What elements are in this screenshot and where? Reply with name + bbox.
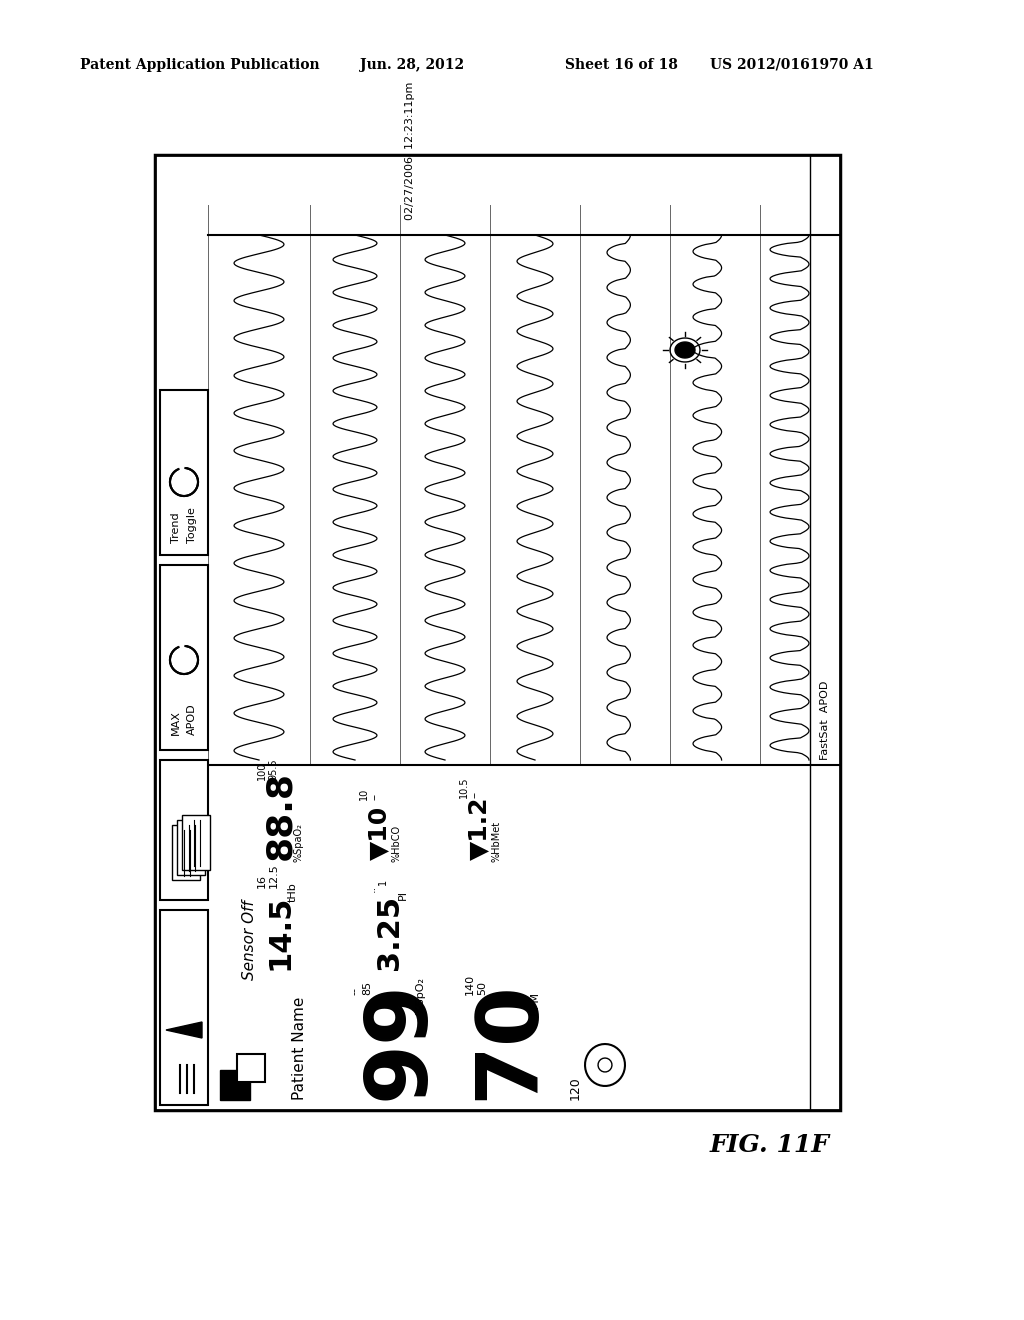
Text: Sensor Off: Sensor Off xyxy=(243,900,257,979)
Text: 10.5: 10.5 xyxy=(459,776,469,799)
Text: 50: 50 xyxy=(477,981,487,995)
Text: FastSat  APOD: FastSat APOD xyxy=(820,681,830,760)
Polygon shape xyxy=(160,389,208,554)
Polygon shape xyxy=(160,909,208,1105)
Text: ▼1.2: ▼1.2 xyxy=(468,796,492,861)
Text: 14.5: 14.5 xyxy=(265,895,295,970)
Text: 100: 100 xyxy=(257,762,267,780)
Text: Patient Name: Patient Name xyxy=(293,997,307,1100)
Text: %SpO₂: %SpO₂ xyxy=(415,977,425,1015)
Text: 120: 120 xyxy=(568,1076,582,1100)
Text: Toggle: Toggle xyxy=(187,507,197,543)
Polygon shape xyxy=(585,1044,625,1086)
Text: 99: 99 xyxy=(358,979,441,1100)
Text: PI: PI xyxy=(398,890,408,900)
Polygon shape xyxy=(237,1053,265,1082)
Text: 88.8: 88.8 xyxy=(263,771,297,861)
Text: --: -- xyxy=(350,987,360,995)
Polygon shape xyxy=(220,1071,250,1100)
Text: US 2012/0161970 A1: US 2012/0161970 A1 xyxy=(710,58,873,73)
Polygon shape xyxy=(155,154,840,1110)
Text: BPM: BPM xyxy=(530,991,540,1015)
Text: 12.5: 12.5 xyxy=(269,863,279,888)
Text: 3.25: 3.25 xyxy=(376,895,404,970)
Text: 02/27/2006  12:23:11pm: 02/27/2006 12:23:11pm xyxy=(406,82,415,220)
Polygon shape xyxy=(172,825,200,880)
Text: 10: 10 xyxy=(359,788,369,800)
Bar xyxy=(155,154,840,1110)
Text: 70: 70 xyxy=(469,981,552,1100)
Text: 140: 140 xyxy=(465,974,475,995)
Polygon shape xyxy=(160,565,208,750)
Polygon shape xyxy=(166,1022,202,1038)
Text: 95.5: 95.5 xyxy=(268,759,278,780)
Text: Jun. 28, 2012: Jun. 28, 2012 xyxy=(360,58,464,73)
Polygon shape xyxy=(182,814,210,870)
Text: MAX: MAX xyxy=(171,710,181,735)
Polygon shape xyxy=(675,342,695,358)
Text: tHb: tHb xyxy=(288,882,298,902)
Polygon shape xyxy=(598,1059,612,1072)
Text: --: -- xyxy=(370,793,380,800)
Text: --: -- xyxy=(470,791,480,799)
Text: %HbMet: %HbMet xyxy=(492,821,502,862)
Text: 16: 16 xyxy=(257,874,267,888)
Polygon shape xyxy=(177,820,205,875)
Text: ▼10: ▼10 xyxy=(368,805,392,861)
Text: %SpaO₂: %SpaO₂ xyxy=(293,822,303,862)
Text: ..: .. xyxy=(367,884,377,892)
Text: %HbCO: %HbCO xyxy=(391,825,401,862)
Text: 85: 85 xyxy=(362,981,372,995)
Polygon shape xyxy=(160,760,208,900)
Text: 1: 1 xyxy=(378,879,388,884)
Text: Trend: Trend xyxy=(171,512,181,543)
Text: Patent Application Publication: Patent Application Publication xyxy=(80,58,319,73)
Text: Sheet 16 of 18: Sheet 16 of 18 xyxy=(565,58,678,73)
Text: APOD: APOD xyxy=(187,704,197,735)
Text: FIG. 11F: FIG. 11F xyxy=(710,1133,830,1158)
